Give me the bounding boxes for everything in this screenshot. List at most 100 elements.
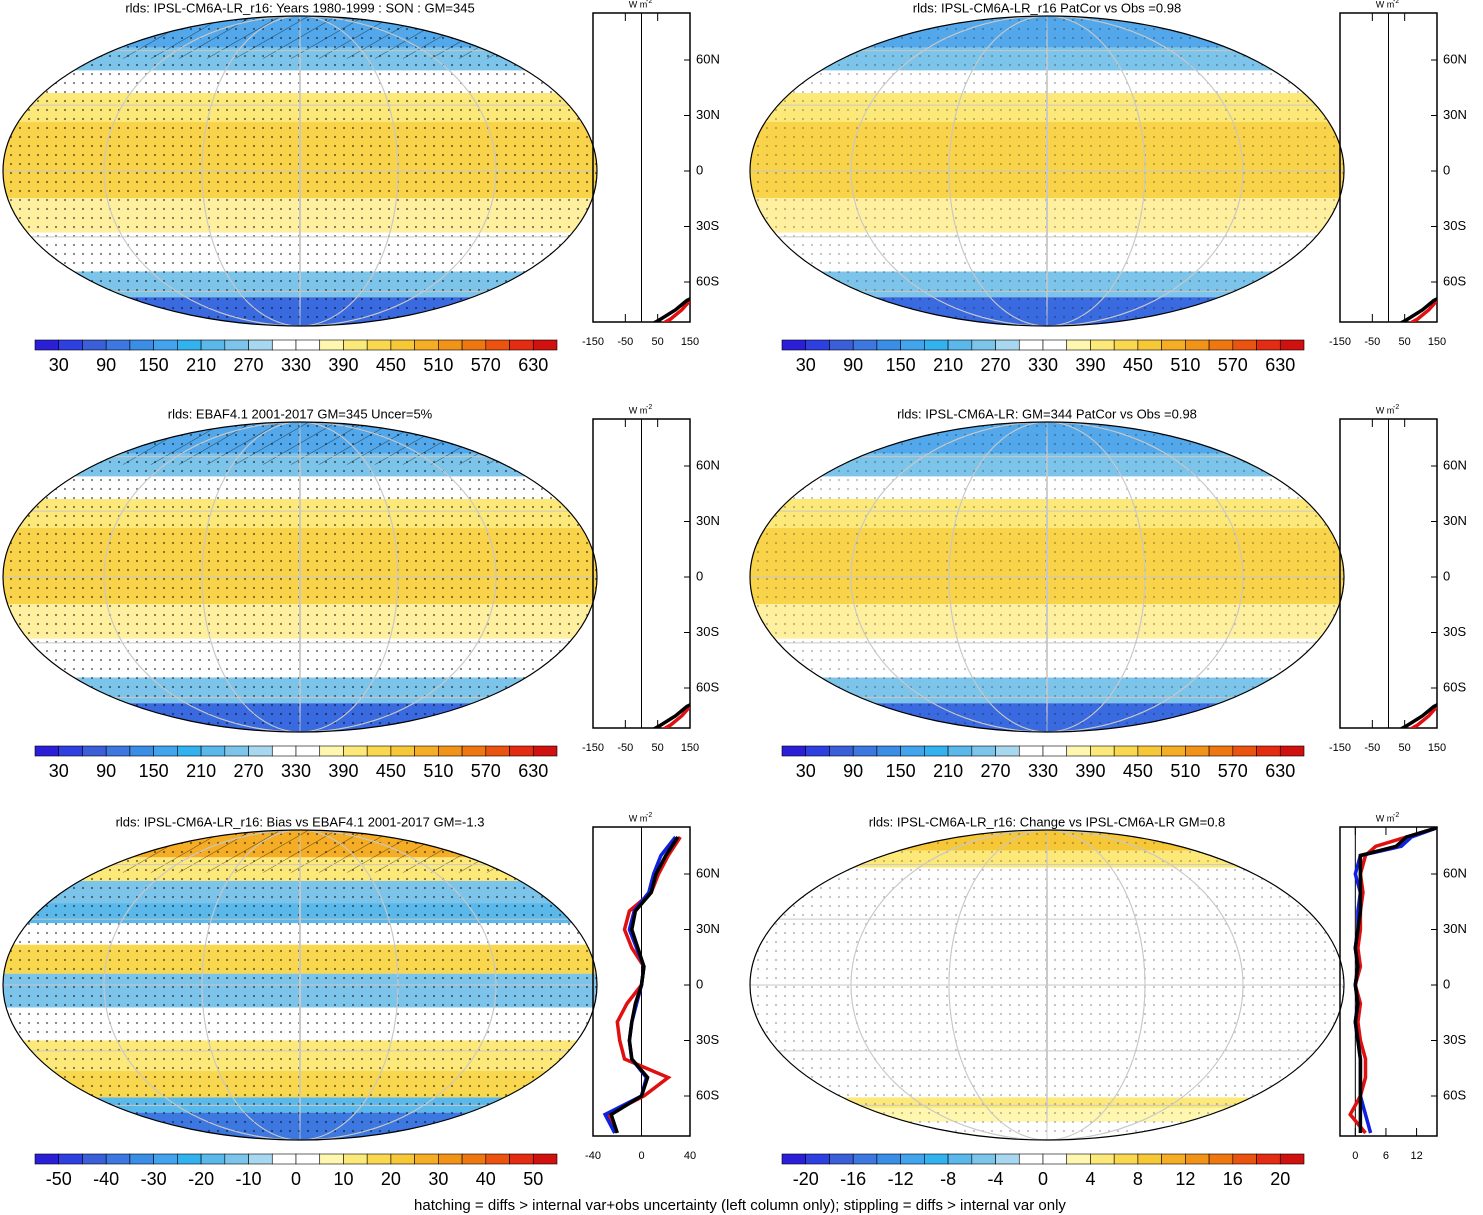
colorbar-box: [947, 339, 973, 351]
colorbar-box: [1232, 339, 1257, 351]
colorbar-label: 330: [281, 761, 311, 781]
profile-frame: [1339, 826, 1438, 1137]
graticule: [103, 16, 497, 326]
colorbar-box: [805, 745, 830, 757]
y-tick-label: 60S: [1443, 1087, 1466, 1102]
graticule: [299, 422, 301, 732]
colorbar-box: [1208, 745, 1234, 757]
map-border: [2, 15, 598, 327]
colorbar-box: [924, 1153, 949, 1165]
colorbar-label: 150: [139, 355, 169, 375]
colorbar-box: [829, 745, 854, 757]
profile-line: [1399, 297, 1437, 322]
colorbar-box: [900, 339, 925, 351]
colorbar-label: 30: [49, 761, 69, 781]
graticule: [1046, 422, 1048, 732]
colorbar-box: [971, 1153, 996, 1165]
x-tick-label: 40: [684, 1150, 696, 1162]
colorbar-label: 510: [423, 761, 453, 781]
colorbar-label: 330: [1028, 355, 1058, 375]
y-tick-label: 30S: [1443, 624, 1466, 639]
graticule: [948, 830, 1146, 1140]
x-tick-label: 150: [681, 742, 699, 754]
y-tick-label: 60N: [1443, 457, 1467, 472]
profile-line: [1353, 827, 1437, 1134]
colorbar-box: [1185, 339, 1210, 351]
x-tick-label: -50: [1364, 742, 1380, 754]
colorbar-box: [343, 339, 368, 351]
y-tick-label: 0: [1443, 976, 1450, 991]
colorbar-box: [924, 745, 949, 757]
x-tick-label: 12: [1410, 1150, 1422, 1162]
y-tick-label: 0: [1443, 162, 1450, 177]
x-tick-label: -50: [617, 742, 633, 754]
colorbar-box: [319, 339, 344, 351]
colorbar-label: 510: [1170, 761, 1200, 781]
x-tick-label: -150: [582, 336, 604, 348]
colorbar-box: [390, 745, 415, 757]
graticule: [850, 16, 1244, 326]
colorbar-box: [200, 339, 226, 351]
profile-line: [652, 703, 690, 728]
colorbar-label: 570: [471, 355, 501, 375]
colorbar-box: [1279, 1153, 1305, 1165]
y-tick-label: 60N: [696, 51, 720, 66]
colorbar-label: -50: [46, 1169, 72, 1189]
y-tick-label: 30S: [696, 1032, 719, 1047]
colorbar-label: 270: [234, 761, 264, 781]
colorbar-box: [200, 1153, 226, 1165]
x-tick-label: 150: [1428, 336, 1446, 348]
colorbar-box: [971, 339, 996, 351]
y-tick-label: 30N: [1443, 107, 1467, 122]
colorbar-box: [414, 339, 439, 351]
colorbar-label: -12: [888, 1169, 914, 1189]
graticule: [850, 422, 1244, 732]
colorbar-label: 450: [376, 355, 406, 375]
panel: rlds: EBAF4.1 2001-2017 GM=345 Uncer=5% 3…: [2, 404, 720, 781]
colorbar-box: [995, 1153, 1020, 1165]
colorbar-label: -30: [141, 1169, 167, 1189]
colorbar-box: [1042, 339, 1068, 351]
y-tick-label: 0: [696, 162, 703, 177]
map-border: [2, 421, 598, 733]
colorbar-label: 210: [933, 355, 963, 375]
colorbar-box: [1042, 1153, 1068, 1165]
colorbar-box: [947, 745, 973, 757]
colorbar-box: [82, 1153, 107, 1165]
colorbar-box: [414, 1153, 439, 1165]
colorbar-box: [1042, 745, 1068, 757]
y-tick-label: 30N: [696, 921, 720, 936]
colorbar-box: [390, 1153, 415, 1165]
colorbar-label: 0: [291, 1169, 301, 1189]
colorbar-label: -16: [840, 1169, 866, 1189]
panel: rlds: IPSL-CM6A-LR_r16: Years 1980-1999 …: [2, 0, 720, 375]
colorbar-box: [1161, 1153, 1186, 1165]
graticule: [850, 830, 1244, 1140]
colorbar-box: [34, 1153, 60, 1165]
y-tick-label: 0: [1443, 568, 1450, 583]
colorbar-label: 450: [1123, 761, 1153, 781]
colorbar-box: [876, 745, 901, 757]
colorbar-label: -4: [988, 1169, 1004, 1189]
map-border: [749, 421, 1345, 733]
y-tick-label: 30N: [696, 513, 720, 528]
y-tick-label: 60N: [696, 457, 720, 472]
y-tick-label: 30S: [1443, 218, 1466, 233]
colorbar-label: 210: [933, 761, 963, 781]
colorbar-label: 390: [328, 355, 358, 375]
graticule: [1046, 830, 1048, 1140]
colorbar-box: [1066, 1153, 1091, 1165]
panel-title: rlds: IPSL-CM6A-LR_r16: Years 1980-1999 …: [125, 0, 474, 15]
x-tick-label: 6: [1383, 1150, 1389, 1162]
colorbar-box: [177, 745, 202, 757]
colorbar-label: 330: [281, 355, 311, 375]
colorbar-box: [1161, 745, 1186, 757]
colorbar-box: [105, 339, 131, 351]
graticule: [299, 830, 301, 1140]
y-tick-label: 60S: [696, 273, 719, 288]
x-tick-label: -50: [1364, 336, 1380, 348]
graticule: [201, 830, 399, 1140]
colorbar-label: 50: [523, 1169, 543, 1189]
colorbar-box: [343, 1153, 368, 1165]
colorbar-label: 8: [1133, 1169, 1143, 1189]
